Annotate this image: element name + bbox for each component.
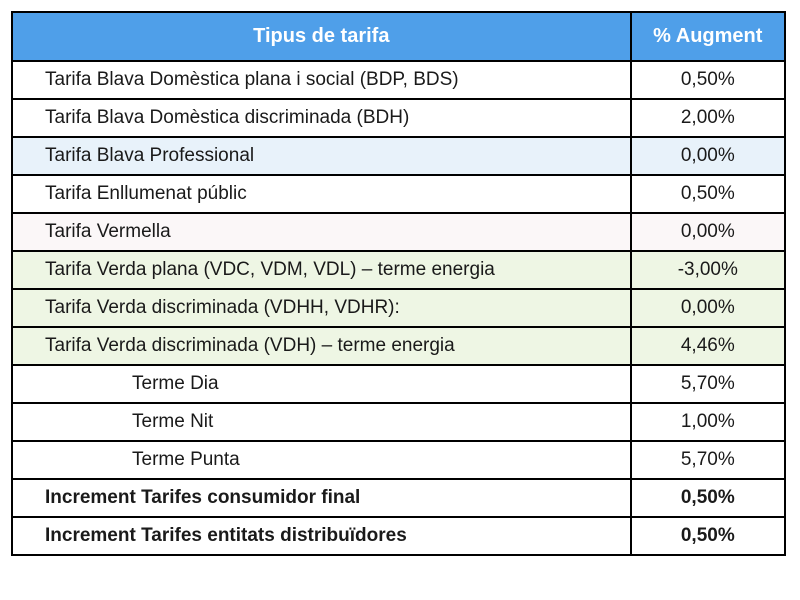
table-row: Terme Nit 1,00% xyxy=(11,402,787,442)
table-row: Tarifa Verda plana (VDC, VDM, VDL) – ter… xyxy=(11,250,787,290)
percent-increase-cell: 1,00% xyxy=(629,402,787,442)
table-row: Tarifa Verda discriminada (VDH) – terme … xyxy=(11,326,787,366)
table-row: Terme Dia 5,70% xyxy=(11,364,787,404)
tariff-type-cell: Terme Nit xyxy=(11,402,632,442)
tariff-type-cell: Increment Tarifes consumidor final xyxy=(11,478,632,518)
tariff-type-cell: Increment Tarifes entitats distribuïdore… xyxy=(11,516,632,556)
percent-increase-cell: 0,00% xyxy=(629,288,787,328)
table-row: Tarifa Verda discriminada (VDHH, VDHR): 0… xyxy=(11,288,787,328)
tariff-type-cell: Tarifa Blava Domèstica plana i social (B… xyxy=(11,60,632,100)
table-row: Increment Tarifes entitats distribuïdore… xyxy=(11,516,787,556)
tariff-increase-table: Tipus de tarifa % Augment Tarifa Blava D… xyxy=(11,11,787,556)
tariff-type-cell: Terme Dia xyxy=(11,364,632,404)
table-row: Tarifa Blava Domèstica discriminada (BDH… xyxy=(11,98,787,138)
table-row: Tarifa Blava Domèstica plana i social (B… xyxy=(11,60,787,100)
tariff-type-cell: Tarifa Verda discriminada (VDH) – terme … xyxy=(11,326,632,366)
percent-increase-cell: 2,00% xyxy=(629,98,787,138)
tariff-type-cell: Tarifa Blava Domèstica discriminada (BDH… xyxy=(11,98,632,138)
table-row: Tarifa Blava Professional 0,00% xyxy=(11,136,787,176)
percent-increase-cell: 0,50% xyxy=(629,174,787,214)
tariff-type-cell: Terme Punta xyxy=(11,440,632,480)
percent-increase-cell: 0,50% xyxy=(629,478,787,518)
tariff-type-cell: Tarifa Verda plana (VDC, VDM, VDL) – ter… xyxy=(11,250,632,290)
percent-increase-cell: 0,50% xyxy=(629,516,787,556)
tariff-type-cell: Tarifa Blava Professional xyxy=(11,136,632,176)
header-row: Tipus de tarifa % Augment xyxy=(11,11,787,62)
percent-increase-cell: 5,70% xyxy=(629,364,787,404)
tariff-type-cell: Tarifa Vermella xyxy=(11,212,632,252)
tariff-type-cell: Tarifa Enllumenat públic xyxy=(11,174,632,214)
header-percent-increase: % Augment xyxy=(629,11,787,62)
tariff-type-cell: Tarifa Verda discriminada (VDHH, VDHR): xyxy=(11,288,632,328)
table-row: Tarifa Vermella 0,00% xyxy=(11,212,787,252)
table-body: Tarifa Blava Domèstica plana i social (B… xyxy=(11,60,787,556)
percent-increase-cell: -3,00% xyxy=(629,250,787,290)
header-tariff-type: Tipus de tarifa xyxy=(11,11,632,62)
percent-increase-cell: 0,50% xyxy=(629,60,787,100)
table-header: Tipus de tarifa % Augment xyxy=(11,11,787,62)
percent-increase-cell: 0,00% xyxy=(629,136,787,176)
percent-increase-cell: 5,70% xyxy=(629,440,787,480)
percent-increase-cell: 0,00% xyxy=(629,212,787,252)
table-row: Terme Punta 5,70% xyxy=(11,440,787,480)
table-row: Increment Tarifes consumidor final 0,50% xyxy=(11,478,787,518)
table-row: Tarifa Enllumenat públic 0,50% xyxy=(11,174,787,214)
percent-increase-cell: 4,46% xyxy=(629,326,787,366)
